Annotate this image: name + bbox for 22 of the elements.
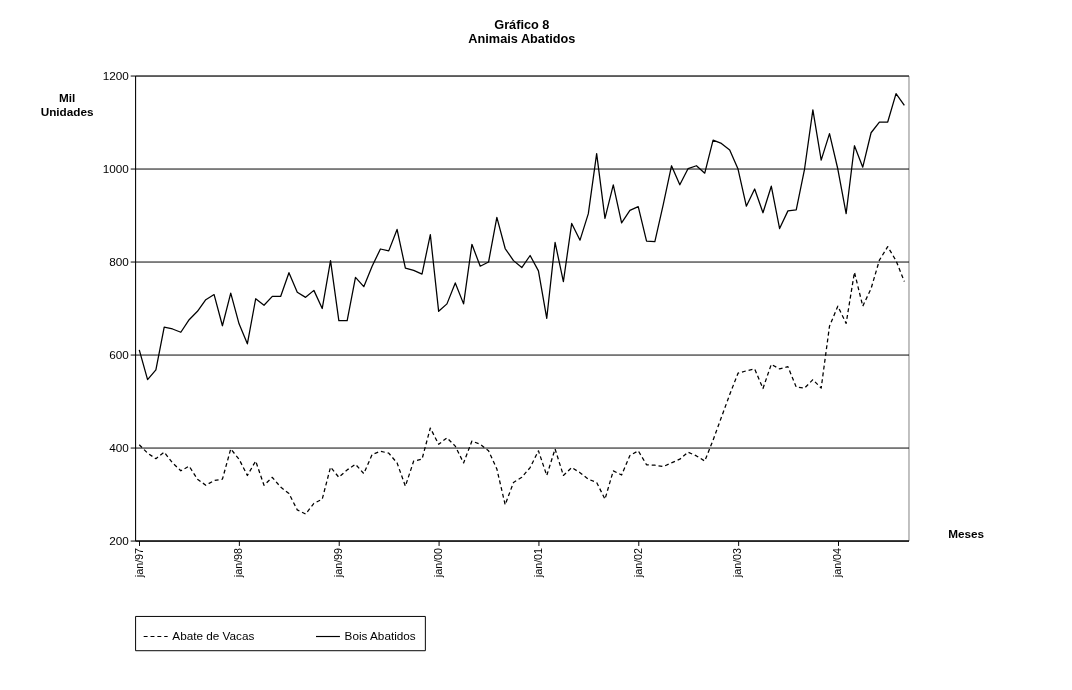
y-tick-label: 800 (109, 254, 130, 268)
y-axis-title: Mil Unidades (40, 91, 94, 119)
y-tick-label: 1200 (102, 68, 130, 82)
chart-title: Gráfico 8 (494, 16, 550, 32)
chart-subtitle: Animais Abatidos (468, 31, 576, 47)
legend-label: Abate de Vacas (172, 629, 255, 643)
x-tick-label: jan/04 (831, 547, 844, 579)
y-tick-label: 400 (109, 440, 130, 454)
y-tick-label: 600 (109, 347, 130, 361)
x-tick-label: jan/97 (132, 547, 145, 579)
line-series (138, 93, 905, 381)
x-tick-label: jan/02 (631, 547, 644, 579)
x-tick-label: jan/98 (232, 547, 245, 579)
x-tick-label: jan/00 (432, 547, 445, 579)
y-tick-label: 1000 (102, 161, 130, 175)
legend-label: Bois Abatidos (344, 629, 416, 643)
x-tick-label: jan/03 (731, 547, 744, 579)
x-axis-title: Meses (948, 527, 985, 541)
x-tick-label: jan/99 (332, 547, 345, 579)
line-series (138, 246, 905, 515)
y-tick-label: 200 (109, 533, 130, 547)
x-tick-label: jan/01 (531, 547, 544, 579)
